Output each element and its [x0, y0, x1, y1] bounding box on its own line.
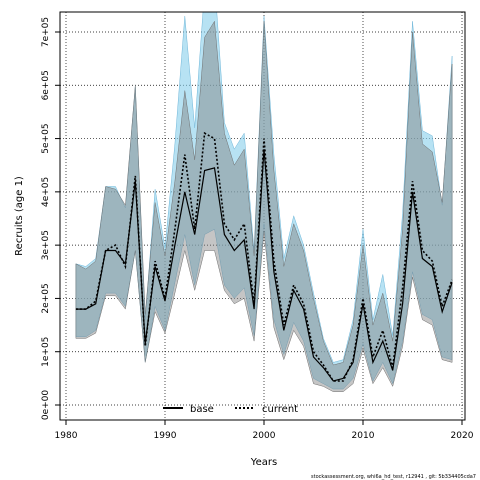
- y-tick-label: 2e+05: [41, 283, 51, 313]
- legend-label-current: current: [262, 404, 298, 415]
- y-tick-label: 4e+05: [41, 177, 51, 207]
- y-tick-label: 3e+05: [41, 230, 51, 260]
- y-tick-label: 0e+00: [41, 390, 51, 421]
- y-tick-label: 1e+05: [41, 337, 51, 367]
- series-lines: [75, 131, 453, 382]
- series-line-base: [75, 149, 453, 382]
- footer-credit: stockassessment.org, whi6a_hd_test, r129…: [311, 474, 476, 480]
- band-base: [75, 20, 453, 392]
- y-axis-title: Recruits (age 1): [14, 176, 25, 256]
- x-axis-title: Years: [250, 457, 277, 468]
- x-tick-label: 1990: [154, 431, 177, 441]
- x-tick-label: 2010: [352, 431, 375, 441]
- plot-frame: [59, 11, 466, 421]
- series-line-current: [75, 131, 453, 382]
- y-tick-label: 7e+05: [41, 17, 51, 47]
- x-tick-label: 1980: [55, 431, 78, 441]
- axes: 1980 1990 2000 2010 2020 0e+00 1e+05 2e+05 3e+05…: [41, 17, 474, 441]
- y-tick-label: 5e+05: [41, 123, 51, 153]
- x-tick-label: 2020: [451, 431, 474, 441]
- y-tick-label: 6e+05: [41, 70, 51, 100]
- legend: base current: [163, 404, 298, 415]
- x-tick-label: 2000: [253, 431, 276, 441]
- legend-label-base: base: [190, 404, 214, 415]
- confidence-bands: [75, 12, 453, 392]
